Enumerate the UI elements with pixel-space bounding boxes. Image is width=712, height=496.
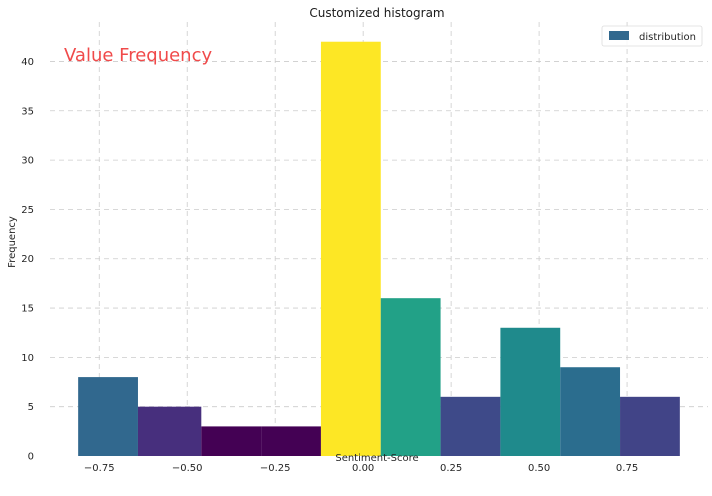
histogram-bar [440,396,501,456]
y-tick-label: 25 [21,205,34,216]
histogram-bar [560,367,621,456]
x-tick-label: −0.25 [260,463,291,474]
x-tick-label: 0.25 [440,463,462,474]
legend: distribution [601,25,703,47]
y-tick-labels: 0 5 10 15 20 25 30 35 40 [21,57,34,463]
x-tick-label: 0.00 [352,463,374,474]
histogram-bar [78,377,138,456]
y-tick-label: 40 [21,57,34,68]
y-tick-label: 0 [28,452,34,463]
y-tick-label: 15 [21,304,34,315]
histogram-bar [261,426,321,456]
x-tick-label: −0.50 [172,463,203,474]
x-tick-labels: −0.75 −0.50 −0.25 0.00 0.25 0.50 0.75 [84,463,638,474]
y-tick-label: 35 [21,106,34,117]
histogram-bar [201,426,262,456]
legend-label: distribution [639,32,696,43]
y-tick-label: 5 [28,402,34,413]
chart-title: Customized histogram [309,6,444,20]
y-tick-label: 20 [21,254,34,265]
histogram-bar [620,396,680,456]
y-tick-label: 30 [21,156,34,167]
x-tick-label: 0.50 [528,463,550,474]
x-tick-label: −0.75 [84,463,115,474]
legend-swatch [609,31,629,40]
histogram-bar [320,41,381,457]
histogram-bar [137,406,202,456]
y-tick-label: 10 [21,353,34,364]
value-frequency-annotation: Value Frequency [64,45,212,66]
y-axis-title: Frequency [7,216,18,268]
histogram-bar [500,327,561,456]
x-tick-label: 0.75 [616,463,638,474]
x-axis-title: Sentiment-Score [335,453,418,464]
bars [78,41,680,457]
histogram-bar [380,298,441,456]
